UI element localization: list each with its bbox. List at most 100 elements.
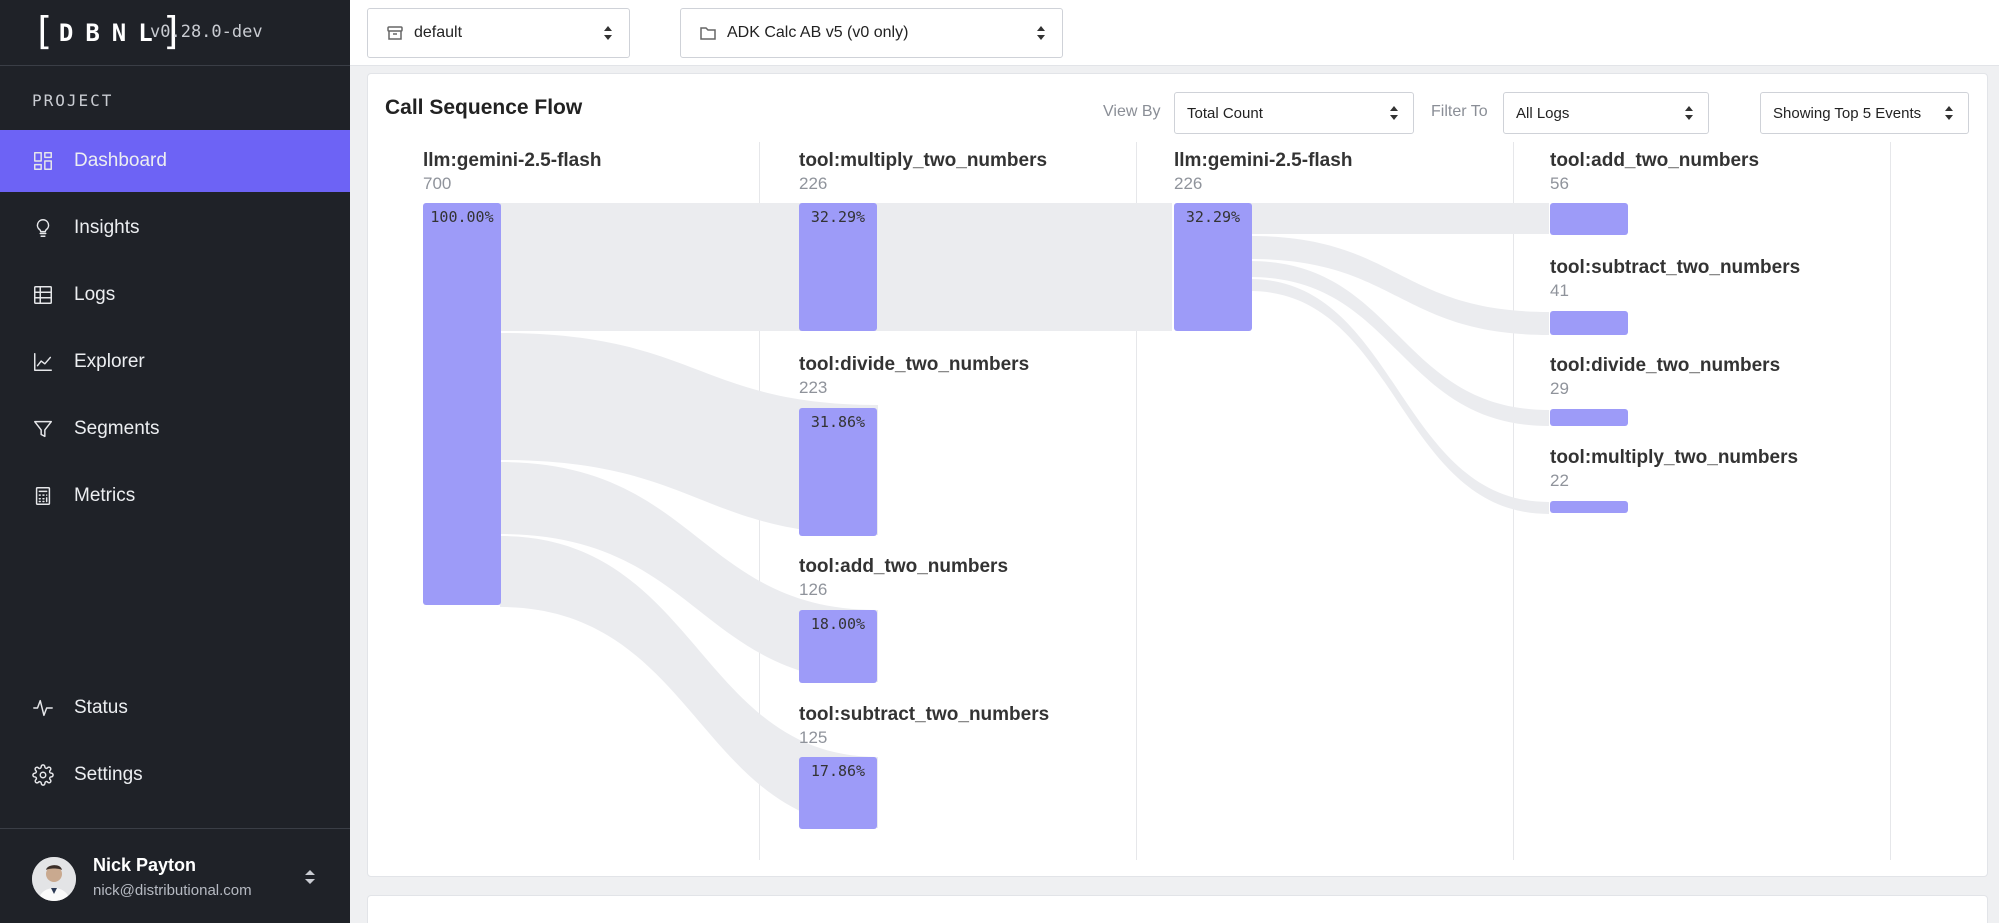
- node-label: llm:gemini-2.5-flash: [1174, 150, 1353, 171]
- flow-node-bar[interactable]: 32.29%: [1174, 203, 1252, 331]
- flow-link: [500, 536, 878, 828]
- column-divider: [1890, 142, 1891, 860]
- flow-link: [500, 462, 878, 682]
- sidebar-item-insights[interactable]: Insights: [0, 197, 350, 259]
- flow-node-bar[interactable]: 18.00%: [799, 610, 877, 683]
- top-events-select[interactable]: Showing Top 5 Events: [1760, 92, 1969, 134]
- dashboard-grid-icon: [32, 150, 54, 172]
- card-title: Call Sequence Flow: [385, 96, 583, 119]
- filter-to-label: Filter To: [1431, 103, 1488, 120]
- chevron-up-down-icon: [1685, 106, 1693, 120]
- chevron-up-down-icon: [1037, 26, 1045, 40]
- top-bar: default ADK Calc AB v5 (v0 only): [350, 0, 1999, 66]
- sidebar-item-label: Segments: [74, 418, 160, 439]
- next-card: [367, 895, 1988, 923]
- node-count: 700: [423, 174, 452, 193]
- flow-node-bar[interactable]: [1550, 501, 1628, 513]
- chevron-up-down-icon: [1390, 106, 1398, 120]
- section-label: PROJECT: [32, 91, 114, 110]
- sidebar-item-dashboard[interactable]: Dashboard: [0, 130, 350, 192]
- view-by-select[interactable]: Total Count: [1174, 92, 1414, 134]
- namespace-value: default: [414, 24, 463, 41]
- project-select[interactable]: ADK Calc AB v5 (v0 only): [680, 8, 1063, 58]
- top-events-value: Showing Top 5 Events: [1773, 104, 1922, 122]
- lightbulb-icon: [32, 217, 54, 239]
- sidebar-item-label: Metrics: [74, 485, 136, 506]
- node-count: 22: [1550, 471, 1569, 490]
- line-chart-icon: [32, 351, 54, 373]
- node-percent: 18.00%: [810, 615, 866, 633]
- node-count: 56: [1550, 174, 1569, 193]
- node-percent: 17.86%: [810, 762, 866, 780]
- filter-to-select[interactable]: All Logs: [1503, 92, 1709, 134]
- node-label: llm:gemini-2.5-flash: [423, 150, 602, 171]
- flow-node-bar[interactable]: 17.86%: [799, 757, 877, 829]
- filter-icon: [32, 418, 54, 440]
- user-menu[interactable]: Nick Payton nick@distributional.com: [0, 830, 350, 923]
- sidebar-item-logs[interactable]: Logs: [0, 264, 350, 326]
- app-version: v0.28.0-dev: [150, 22, 263, 42]
- namespace-select[interactable]: default: [367, 8, 630, 58]
- flow-link: [1250, 261, 1549, 426]
- flow-link: [1250, 236, 1549, 335]
- node-label: tool:multiply_two_numbers: [799, 150, 1048, 171]
- node-label: tool:add_two_numbers: [1550, 150, 1760, 171]
- node-count: 41: [1550, 281, 1569, 300]
- sidebar-item-status[interactable]: Status: [0, 677, 350, 739]
- node-label: tool:divide_two_numbers: [799, 354, 1030, 375]
- sidebar-item-metrics[interactable]: Metrics: [0, 465, 350, 527]
- sidebar-item-settings[interactable]: Settings: [0, 744, 350, 806]
- node-count: 226: [1174, 174, 1203, 193]
- sidebar-item-label: Dashboard: [74, 150, 167, 171]
- divider: [0, 65, 350, 66]
- folder-icon: [699, 24, 717, 42]
- node-label: tool:add_two_numbers: [799, 556, 1009, 577]
- project-value: ADK Calc AB v5 (v0 only): [727, 24, 909, 41]
- chevron-up-down-icon: [1945, 106, 1953, 120]
- activity-icon: [32, 697, 54, 719]
- flow-link: [1250, 279, 1549, 514]
- column-divider: [1136, 142, 1137, 860]
- call-sequence-flow-card: Call Sequence Flow View By Total Count F…: [367, 73, 1988, 877]
- sidebar-item-segments[interactable]: Segments: [0, 398, 350, 460]
- flow-link: [1250, 203, 1549, 234]
- calculator-icon: [32, 485, 54, 507]
- flow-node-bar[interactable]: [1550, 203, 1628, 235]
- filter-to-value: All Logs: [1516, 104, 1570, 122]
- sidebar-item-label: Status: [74, 697, 128, 718]
- dbnl-logo[interactable]: [DBNL]: [32, 9, 184, 53]
- node-label: tool:subtract_two_numbers: [1550, 257, 1801, 278]
- table-icon: [32, 284, 54, 306]
- avatar: [32, 857, 76, 901]
- flow-node-bar[interactable]: [1550, 311, 1628, 335]
- node-percent: 100.00%: [430, 208, 494, 226]
- node-label: tool:multiply_two_numbers: [1550, 447, 1799, 468]
- node-percent: 32.29%: [1185, 208, 1241, 226]
- sidebar: [DBNL] v0.28.0-dev PROJECT Dashboard Ins…: [0, 0, 350, 923]
- node-count: 226: [799, 174, 828, 193]
- node-percent: 32.29%: [810, 208, 866, 226]
- chevron-up-down-icon: [604, 26, 612, 40]
- node-count: 29: [1550, 379, 1569, 398]
- user-name: Nick Payton: [93, 855, 197, 875]
- sidebar-item-explorer[interactable]: Explorer: [0, 331, 350, 393]
- flow-links: [500, 203, 1549, 828]
- flow-link: [500, 333, 878, 535]
- flow-node-bar[interactable]: 31.86%: [799, 408, 877, 536]
- flow-node-bar[interactable]: 100.00%: [423, 203, 501, 605]
- sidebar-item-label: Explorer: [74, 351, 145, 372]
- divider: [0, 828, 350, 829]
- view-by-value: Total Count: [1187, 104, 1263, 122]
- archive-icon: [386, 24, 404, 42]
- sidebar-item-label: Logs: [74, 284, 116, 305]
- flow-node-bar[interactable]: [1550, 409, 1628, 426]
- flow-node-bar[interactable]: 32.29%: [799, 203, 877, 331]
- node-percent: 31.86%: [810, 413, 866, 431]
- sidebar-item-label: Insights: [74, 217, 140, 238]
- gear-icon: [32, 764, 54, 786]
- sidebar-item-label: Settings: [74, 764, 143, 785]
- user-email: nick@distributional.com: [93, 882, 252, 899]
- node-label: tool:divide_two_numbers: [1550, 355, 1781, 376]
- node-count: 125: [799, 728, 828, 747]
- chevron-up-down-icon[interactable]: [303, 868, 317, 886]
